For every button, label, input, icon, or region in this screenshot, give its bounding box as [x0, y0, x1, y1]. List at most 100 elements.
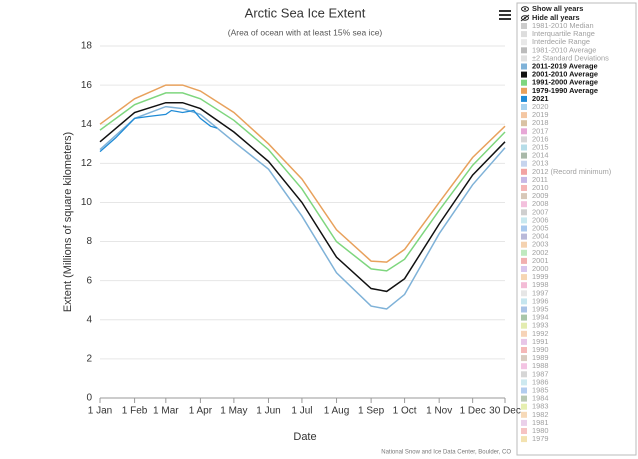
legend-item[interactable]: 1996 — [532, 296, 548, 305]
x-tick-label: 1 Sep — [358, 406, 385, 417]
legend-swatch — [521, 266, 527, 272]
legend-swatch — [521, 209, 527, 216]
x-tick-label: 1 Apr — [189, 406, 213, 417]
legend-item[interactable]: 2011 — [532, 175, 548, 184]
legend-swatch — [521, 306, 527, 313]
x-tick-label: 1 Nov — [426, 406, 452, 417]
legend-item[interactable]: 2004 — [532, 232, 548, 241]
legend-swatch — [521, 168, 527, 175]
legend-item[interactable]: 2002 — [532, 248, 548, 257]
legend-item[interactable]: 1992 — [532, 329, 548, 338]
legend-item[interactable]: ±2 Standard Deviations — [532, 53, 609, 62]
legend-item[interactable]: 1981 — [532, 418, 548, 427]
legend-swatch — [521, 217, 527, 224]
chart-subtitle: (Area of ocean with at least 15% sea ice… — [228, 27, 383, 37]
y-axis-label: Extent (Millions of square kilometers) — [62, 132, 74, 312]
legend-item[interactable]: 2000 — [532, 264, 548, 273]
legend-swatch — [521, 436, 527, 443]
x-tick-label: 1 Aug — [324, 406, 350, 417]
legend-swatch — [521, 23, 527, 29]
legend-swatch — [521, 63, 527, 70]
legend-swatch — [521, 249, 527, 256]
legend-box — [516, 2, 637, 456]
x-tick-label: 1 Mar — [153, 406, 179, 417]
legend-swatch — [521, 233, 527, 240]
menu-button[interactable] — [499, 10, 511, 20]
legend-item[interactable]: 1989 — [532, 353, 548, 362]
legend-item[interactable]: 1991 — [532, 337, 548, 346]
legend-item[interactable]: 2008 — [532, 199, 548, 208]
series-line — [99, 84, 506, 263]
legend-swatch — [521, 419, 527, 426]
legend-item[interactable]: 1980 — [532, 426, 548, 435]
legend-item[interactable]: 2013 — [532, 159, 548, 168]
legend-swatch — [521, 87, 527, 94]
legend-item[interactable]: 1979-1990 Average — [532, 86, 598, 95]
eye-cross — [520, 14, 530, 22]
x-tick-label: 1 Oct — [393, 406, 417, 417]
legend-item[interactable]: 2012 (Record minimum) — [532, 167, 611, 176]
legend-item[interactable]: 1983 — [532, 402, 548, 411]
legend-swatch — [521, 363, 527, 370]
legend-item[interactable]: 2010 — [532, 183, 548, 192]
legend-item[interactable]: 2003 — [532, 240, 548, 249]
legend-item[interactable]: 2021 — [532, 94, 548, 103]
legend-swatch — [521, 379, 527, 386]
legend-item[interactable]: 1984 — [532, 394, 548, 403]
legend-item[interactable]: 2018 — [532, 118, 548, 127]
legend-item[interactable]: 1995 — [532, 304, 548, 313]
legend-item[interactable]: 1990 — [532, 345, 548, 354]
legend-hide-all[interactable]: Hide all years — [532, 13, 580, 22]
legend-item[interactable]: 1994 — [532, 313, 548, 322]
eye-icon — [521, 6, 529, 12]
legend-swatch — [521, 428, 527, 434]
legend-item[interactable]: 1993 — [532, 321, 548, 330]
legend-item[interactable]: 1998 — [532, 280, 548, 289]
legend-item[interactable]: 1981-2010 Average — [532, 45, 596, 54]
legend-item[interactable]: 2016 — [532, 134, 548, 143]
legend-item[interactable]: Interquartile Range — [532, 29, 595, 38]
legend-item[interactable]: 2015 — [532, 142, 548, 151]
y-tick-label: 10 — [81, 197, 93, 208]
legend-swatch — [521, 152, 527, 159]
legend-item[interactable]: 1991-2000 Average — [532, 78, 598, 87]
legend-item[interactable]: 1986 — [532, 377, 548, 386]
legend-swatch — [521, 112, 527, 119]
menu-bar — [499, 10, 511, 12]
legend-item[interactable]: 2001-2010 Average — [532, 70, 598, 79]
legend-item[interactable]: 2011-2019 Average — [532, 61, 598, 70]
legend-item[interactable]: 2009 — [532, 191, 548, 200]
legend-item[interactable]: 2019 — [532, 110, 548, 119]
legend-item[interactable]: 1987 — [532, 369, 548, 378]
legend-item[interactable]: 1985 — [532, 385, 548, 394]
legend-item[interactable]: 1997 — [532, 288, 548, 297]
legend-swatch — [521, 176, 527, 183]
legend-item[interactable]: 2007 — [532, 207, 548, 216]
legend-swatch — [521, 71, 527, 78]
legend-item[interactable]: 1999 — [532, 272, 548, 281]
y-tick-label: 4 — [86, 314, 92, 325]
legend-swatch — [521, 104, 527, 110]
legend-show-all[interactable]: Show all years — [532, 4, 583, 13]
legend-swatch — [521, 282, 527, 289]
y-tick-label: 0 — [86, 393, 92, 404]
legend-item[interactable]: 2005 — [532, 223, 548, 232]
legend-swatch — [521, 290, 527, 297]
legend-item[interactable]: 2001 — [532, 256, 548, 265]
legend-item[interactable]: 1981-2010 Median — [532, 21, 594, 30]
legend-swatch — [521, 225, 527, 232]
legend-item[interactable]: Interdecile Range — [532, 37, 590, 46]
legend-item[interactable]: 1982 — [532, 410, 548, 419]
legend-item[interactable]: 2014 — [532, 151, 548, 160]
legend-swatch — [521, 322, 527, 329]
legend-item[interactable]: 2017 — [532, 126, 548, 135]
x-tick-label: 1 May — [220, 406, 247, 417]
legend-swatch — [521, 298, 527, 305]
y-tick-label: 12 — [81, 158, 93, 169]
y-tick-label: 14 — [81, 119, 93, 130]
legend-item[interactable]: 2020 — [532, 102, 548, 111]
legend-swatch — [521, 387, 527, 394]
legend-item[interactable]: 2006 — [532, 215, 548, 224]
legend-item[interactable]: 1979 — [532, 434, 548, 443]
legend-item[interactable]: 1988 — [532, 361, 548, 370]
